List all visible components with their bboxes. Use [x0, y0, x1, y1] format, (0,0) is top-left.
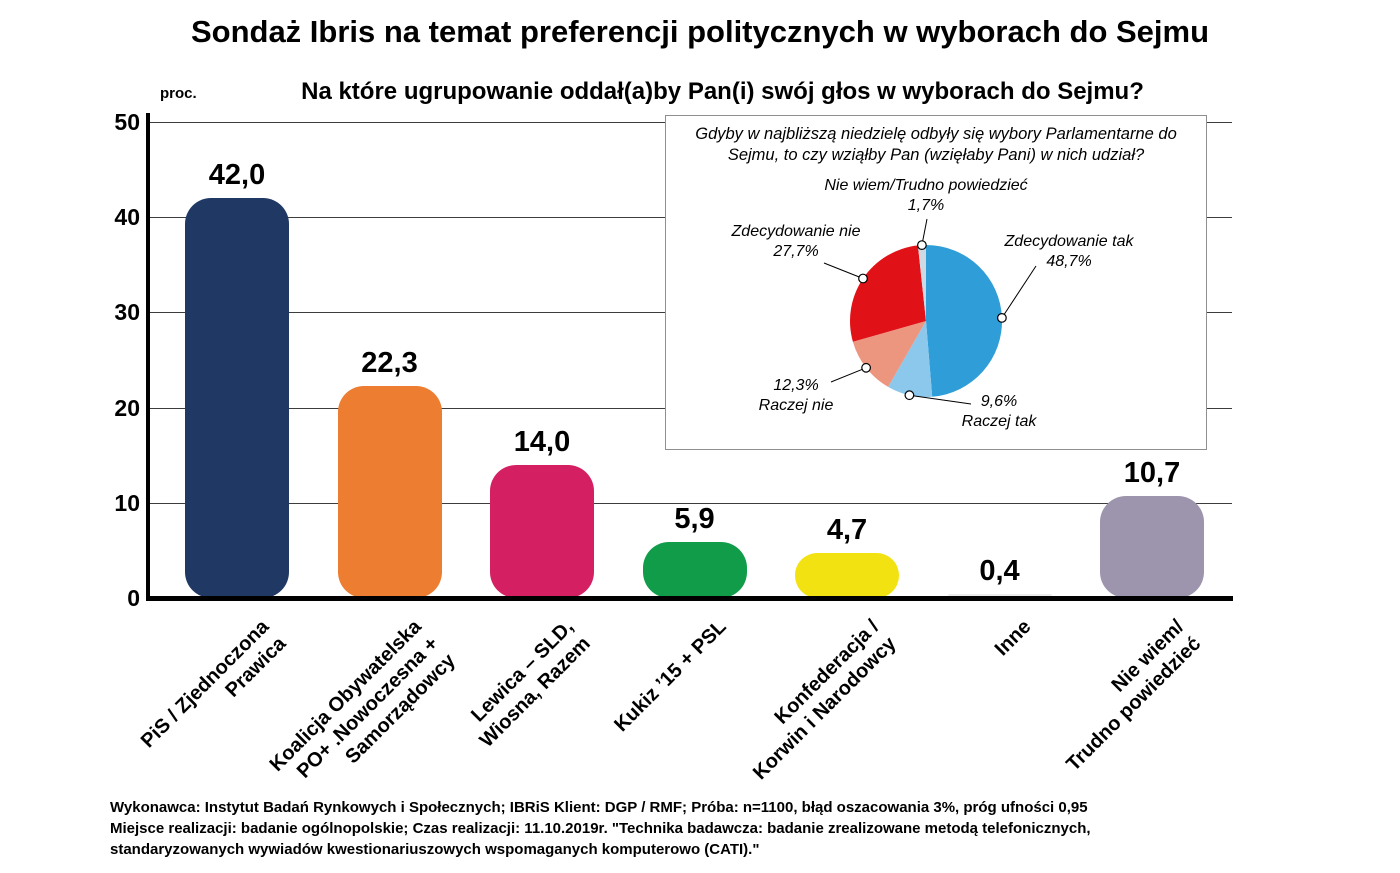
- pie-label-text: Nie wiem/Trudno powiedzieć: [824, 177, 1028, 194]
- pie-label-value: 48,7%: [1046, 253, 1092, 270]
- pie-leader-line: [823, 262, 864, 279]
- pie-slice-1: [888, 321, 933, 398]
- bar-value-label: 22,3: [361, 346, 418, 379]
- bar-chart-question: Na które ugrupowanie oddał(a)by Pan(i) s…: [301, 78, 1144, 105]
- bar-4: [795, 553, 899, 598]
- category-label: PiS / Zjednoczona Prawica: [136, 615, 291, 753]
- pie-label-raczej-tak: 9,6% Raczej tak: [899, 392, 1099, 432]
- bar-0: [185, 198, 289, 598]
- footnote-line: standaryzowanych wywiadów kwestionariusz…: [110, 841, 760, 858]
- bar-value-label: 14,0: [513, 425, 571, 458]
- bar-value-label: 5,9: [674, 502, 715, 535]
- category-label: Konfederacja / Korwin i Narodowcy: [748, 615, 901, 785]
- y-tick-label: 40: [114, 204, 140, 231]
- pie-slice-4: [917, 245, 926, 321]
- bar-3: [642, 541, 747, 598]
- pie-label-zdecydowanie-nie: Zdecydowanie nie 27,7%: [696, 222, 896, 262]
- y-axis-tick-labels: 0 10 20 30 40 50: [92, 109, 140, 611]
- pie-leader-line: [909, 394, 972, 405]
- y-tick-label: 10: [114, 489, 140, 516]
- bar-2: [490, 464, 594, 598]
- pie-inset-panel: Gdyby w najbliższą niedzielę odbyły się …: [665, 115, 1207, 450]
- y-tick-label: 50: [114, 109, 140, 135]
- pie-label-value: 27,7%: [773, 243, 819, 260]
- pie-label-value: 9,6%: [980, 393, 1018, 410]
- pie-marker: [916, 240, 927, 251]
- category-label: Inne: [991, 615, 1036, 661]
- pie-label-nie-wiem: Nie wiem/Trudno powiedzieć 1,7%: [776, 176, 1076, 216]
- pie-label-text: Zdecydowanie tak: [1004, 233, 1134, 250]
- pie-label-text: Raczej nie: [758, 397, 834, 414]
- pie-slice-2: [852, 321, 926, 387]
- pie-question: Gdyby w najbliższą niedzielę odbyły się …: [695, 125, 1177, 164]
- footnote-line: Miejsce realizacji: badanie ogólnopolski…: [110, 820, 1091, 837]
- pie-slice-3: [850, 245, 926, 342]
- footnote: Wykonawca: Instytut Badań Rynkowych i Sp…: [110, 797, 1360, 860]
- pie-label-text: Raczej tak: [961, 413, 1037, 430]
- pie-label-zdecydowanie-tak: Zdecydowanie tak 48,7%: [969, 232, 1169, 272]
- category-label: Kukiz ’15 + PSL: [610, 615, 731, 737]
- pie-marker: [904, 390, 915, 401]
- page-title: Sondaż Ibris na temat preferencji polity…: [190, 14, 1210, 49]
- pie-label-text: Zdecydowanie nie: [731, 223, 861, 240]
- y-tick-label: 0: [127, 585, 140, 611]
- bar-6: [1100, 496, 1204, 598]
- y-axis-unit-label: proc.: [160, 85, 197, 102]
- footnote-line: Wykonawca: Instytut Badań Rynkowych i Sp…: [110, 799, 1088, 816]
- pie-marker: [997, 312, 1007, 323]
- pie-marker: [861, 362, 872, 373]
- pie-chart: [823, 218, 1037, 405]
- pie-label-value: 1,7%: [907, 197, 945, 214]
- bar-value-label: 0,4: [979, 555, 1020, 588]
- bar-value-label: 4,7: [826, 514, 868, 547]
- pie-leader-line: [830, 367, 867, 383]
- y-tick-label: 30: [114, 299, 140, 326]
- gridline: [146, 502, 1232, 504]
- bar-value-label: 42,0: [208, 159, 266, 192]
- x-axis-line: [146, 596, 1233, 601]
- pie-marker: [858, 273, 868, 284]
- pie-leader-line: [1001, 265, 1037, 319]
- pie-slice-0: [926, 244, 1003, 397]
- bar-1: [337, 385, 442, 598]
- bar-value-label: 10,7: [1123, 457, 1181, 490]
- category-label: Koalicja Obywatelska PO+ .Nowoczesna + Sam…: [265, 615, 460, 783]
- y-axis-line: [146, 113, 150, 601]
- pie-label-value: 12,3%: [773, 377, 819, 394]
- y-tick-label: 20: [114, 394, 140, 421]
- bar-plot-area: 42,0 22,3 14,0 5,9 4,7 0,4 10,7: [146, 122, 1232, 598]
- category-label: Lewica – SLD, Wiosna, Razem: [467, 615, 596, 752]
- category-label: Nie wiem/Trudno powiedzieć: [1062, 615, 1206, 776]
- pie-label-raczej-nie: 12,3% Raczej nie: [696, 376, 896, 416]
